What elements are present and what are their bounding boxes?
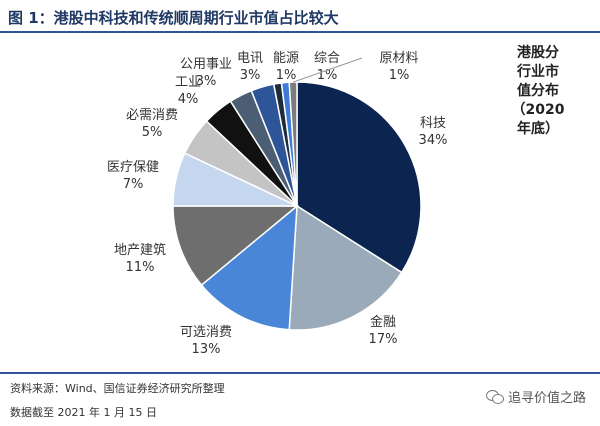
pie-slice [288, 204, 403, 331]
slice-value-label: 5% [142, 125, 163, 140]
leader-line [292, 57, 363, 83]
slice-label: 原材料 [379, 51, 418, 66]
side-note-line: 值分布 [517, 83, 559, 99]
slice-label: 医疗保健 [107, 160, 159, 175]
slice-value-label: 7% [123, 177, 144, 192]
side-note-line: 港股分 [517, 45, 559, 61]
pie-slice [200, 204, 298, 331]
bottom-rule [0, 372, 600, 374]
wechat-icon [485, 389, 504, 404]
slice-label: 可选消费 [180, 325, 232, 340]
source-note: 资料来源：Wind、国信证券经济研究所整理 [10, 382, 225, 395]
side-note-line: （2020 [511, 102, 565, 118]
title-bar: 图 1：港股中科技和传统顺周期行业市值占比较大 [0, 0, 600, 33]
slice-label: 金融 [370, 314, 396, 330]
slice-label: 公用事业 [180, 57, 232, 72]
slice-value-label: 11% [126, 260, 155, 275]
slice-label: 科技 [420, 116, 446, 131]
chart-side-note: 港股分 行业市 值分布 （2020 年底） [497, 44, 579, 139]
slice-value-label: 1% [389, 68, 410, 83]
slice-label: 能源 [273, 51, 299, 66]
slice-value-label: 3% [196, 74, 217, 89]
side-note-line: 年底） [517, 121, 559, 137]
watermark: 追寻价值之路 [485, 387, 586, 406]
figure-title: 图 1：港股中科技和传统顺周期行业市值占比较大 [8, 9, 339, 27]
slice-value-label: 1% [276, 68, 297, 83]
pie-chart: 科技 34% 金融 17% 可选消费 13% 地产建筑 11% 医疗保健 7% 必需消费 5% 工业 4%… [107, 51, 448, 357]
slice-value-label: 3% [240, 68, 261, 83]
slice-label: 综合 [314, 51, 340, 66]
slice-label: 必需消费 [126, 108, 178, 123]
slice-label: 地产建筑 [114, 242, 166, 258]
slice-label: 工业 [175, 75, 201, 90]
date-note: 数据截至 2021 年 1 月 15 日 [10, 406, 157, 419]
slice-value-label: 4% [178, 92, 199, 107]
pie-slice [172, 205, 300, 287]
slice-value-label: 34% [419, 133, 448, 148]
side-note-line: 行业市 [517, 64, 559, 80]
watermark-text: 追寻价值之路 [507, 391, 586, 406]
slice-label: 电讯 [237, 51, 263, 66]
slice-value-label: 17% [369, 332, 398, 347]
slice-value-label: 13% [192, 342, 221, 357]
